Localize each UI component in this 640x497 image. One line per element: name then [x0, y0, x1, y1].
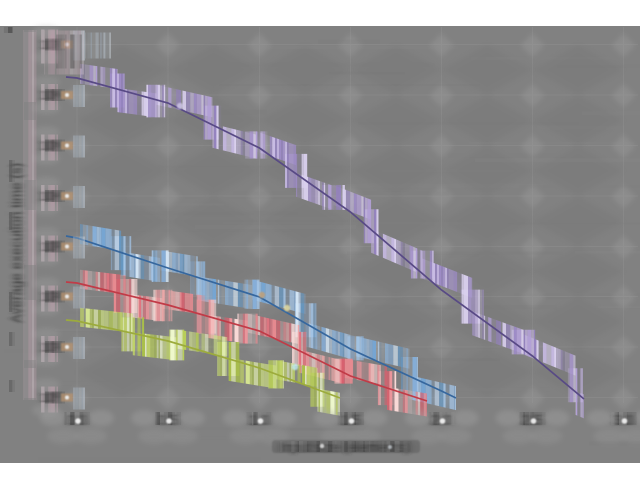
svg-text:10⁴: 10⁴ [40, 189, 60, 204]
svg-text:10⁰: 10⁰ [40, 390, 60, 405]
svg-text:10¹: 10¹ [41, 340, 60, 355]
svg-text:Average execution time (s): Average execution time (s) [9, 163, 24, 323]
svg-text:10⁶: 10⁶ [40, 88, 60, 103]
svg-text:10²: 10² [41, 289, 60, 304]
svg-text:10³: 10³ [41, 239, 60, 254]
svg-text:10⁵: 10⁵ [40, 138, 60, 153]
